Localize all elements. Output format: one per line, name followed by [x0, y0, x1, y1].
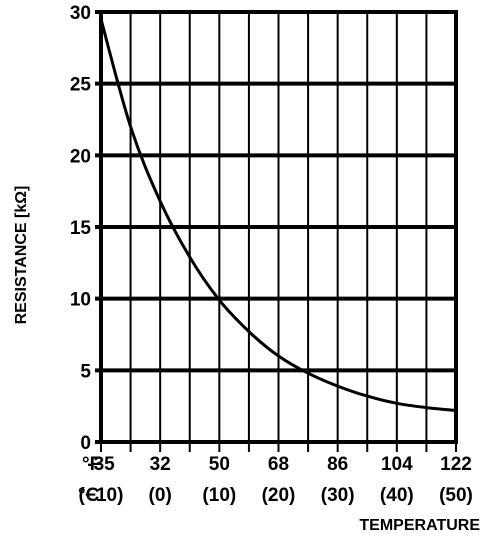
x-tick-label-f: 104 — [381, 454, 413, 475]
x-tick-label-c: (10) — [202, 485, 236, 506]
x-tick-label-f: 86 — [327, 454, 348, 475]
fahrenheit-unit-label: °F — [82, 454, 101, 475]
x-tick-label-c: (50) — [439, 485, 473, 506]
grid-lines — [95, 10, 458, 452]
y-axis-title: RESISTANCE [kΩ] — [13, 186, 30, 325]
y-tick-label: 25 — [70, 75, 92, 96]
x-tick-label-f: -35 — [87, 454, 115, 475]
x-axis-title: TEMPERATURE — [359, 517, 480, 534]
y-tick-label: 15 — [70, 218, 92, 239]
y-tick-label: 10 — [70, 290, 91, 311]
x-tick-label-f: 122 — [440, 454, 472, 475]
x-tick-label-c: (20) — [262, 485, 296, 506]
x-tick-label-c: (0) — [149, 485, 172, 506]
x-tick-label-c: (−10) — [79, 485, 124, 506]
x-tick-labels: -35 32 50 68 86 104 122 (−10) (0) (10) (20) (30) (40… — [79, 454, 473, 506]
y-tick-label: 30 — [70, 3, 91, 24]
y-tick-label: 20 — [70, 146, 91, 167]
x-tick-label-f: 50 — [209, 454, 230, 475]
y-tick-label: 0 — [80, 433, 91, 454]
y-tick-labels: 30 25 20 15 10 5 0 — [70, 3, 92, 454]
resistance-curve — [99, 18, 457, 412]
celsius-unit-label: °C — [78, 485, 100, 506]
x-tick-label-f: 32 — [150, 454, 171, 475]
x-tick-label-f: 68 — [268, 454, 289, 475]
x-tick-label-c: (40) — [380, 485, 414, 506]
y-tick-label: 5 — [80, 361, 91, 382]
x-tick-label-c: (30) — [321, 485, 355, 506]
